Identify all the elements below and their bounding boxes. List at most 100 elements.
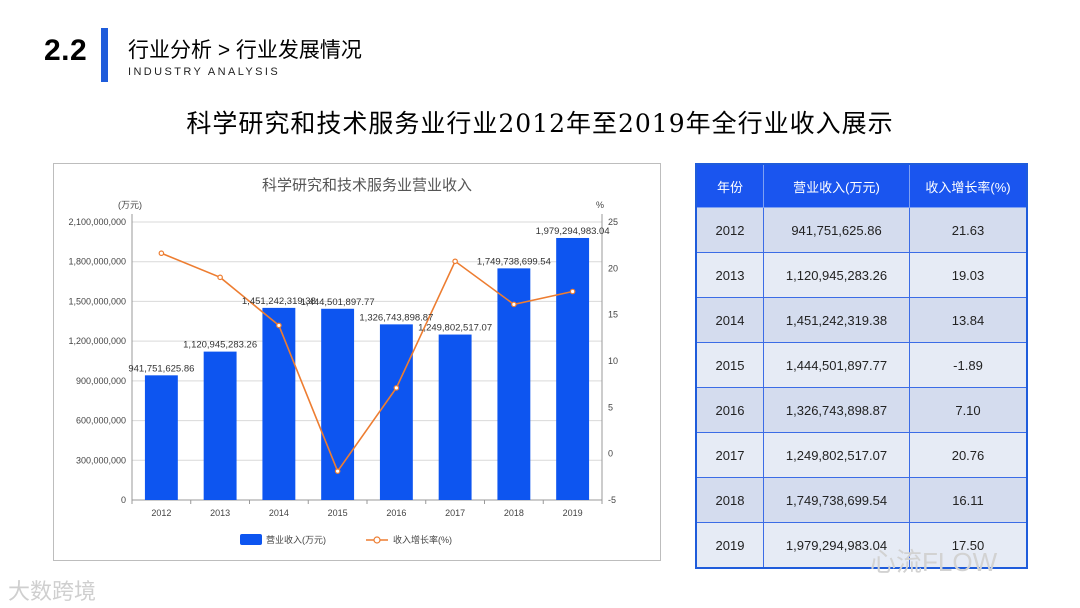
growth-point xyxy=(452,258,458,265)
table-row: 2015 1,444,501,897.77 -1.89 xyxy=(695,342,1028,388)
legend-label-growth: 收入增长率(%) xyxy=(393,534,452,545)
growth-point xyxy=(334,468,341,474)
table-row: 2018 1,749,738,699.54 16.11 xyxy=(695,477,1028,523)
table-row: 2019 1,979,294,983.04 17.50 xyxy=(695,522,1028,569)
watermark-left: 大数跨境 xyxy=(8,579,97,604)
table-row: 2012 941,751,625.86 21.63 xyxy=(695,207,1028,253)
growth-point xyxy=(393,385,400,391)
y-left-unit-label: (万元) xyxy=(118,200,142,210)
y-right-tick-label: 10 xyxy=(608,356,618,366)
table-row: 2016 1,326,743,898.87 7.10 xyxy=(695,387,1028,433)
cell-year: 2018 xyxy=(695,477,764,523)
y-right-unit-label: % xyxy=(596,200,604,210)
bar-data-label: 1,749,738,699.54 xyxy=(477,256,551,267)
cell-growth: 21.63 xyxy=(909,207,1028,253)
cell-growth: 19.03 xyxy=(909,252,1028,298)
bar-data-label: 1,120,945,283.26 xyxy=(183,340,257,351)
section-number: 2.2 xyxy=(44,34,88,67)
table-row: 2014 1,451,242,319.38 13.84 xyxy=(695,297,1028,343)
cell-revenue: 1,326,743,898.87 xyxy=(763,387,910,433)
legend-swatch-revenue xyxy=(240,534,262,545)
y-right-tick-label: 25 xyxy=(608,217,618,227)
cell-growth: 7.10 xyxy=(909,387,1028,433)
cell-revenue: 1,451,242,319.38 xyxy=(763,297,910,343)
bar xyxy=(262,307,296,500)
x-tick-label: 2019 xyxy=(563,508,583,518)
page-title: 科学研究和技术服务业行业2012年至2019年全行业收入展示 xyxy=(186,109,894,138)
cell-year: 2017 xyxy=(695,432,764,478)
growth-point xyxy=(276,322,282,329)
x-tick-label: 2016 xyxy=(386,508,406,518)
cell-growth: 16.11 xyxy=(909,477,1028,523)
y-left-tick-label: 600,000,000 xyxy=(76,416,126,426)
table-header-row: 年份 营业收入(万元) 收入增长率(%) xyxy=(695,163,1028,208)
growth-point xyxy=(511,301,517,308)
bar xyxy=(321,308,355,500)
legend-swatch-growth-marker xyxy=(373,536,381,544)
table-row: 2017 1,249,802,517.07 20.76 xyxy=(695,432,1028,478)
cell-year: 2015 xyxy=(695,342,764,388)
x-tick-label: 2014 xyxy=(269,508,289,518)
y-left-tick-label: 900,000,000 xyxy=(76,376,126,386)
bar xyxy=(203,351,237,500)
bar-data-label: 1,249,802,517.07 xyxy=(418,323,492,334)
table-row: 2013 1,120,945,283.26 19.03 xyxy=(695,252,1028,298)
cell-year: 2013 xyxy=(695,252,764,298)
cell-revenue: 1,120,945,283.26 xyxy=(763,252,910,298)
section-title: 行业分析 > 行业发展情况 xyxy=(128,39,362,62)
table-header-year: 年份 xyxy=(695,163,764,208)
y-left-tick-label: 1,200,000,000 xyxy=(68,336,126,346)
cell-growth: 20.76 xyxy=(909,432,1028,478)
x-tick-label: 2017 xyxy=(445,508,465,518)
cell-year: 2014 xyxy=(695,297,764,343)
x-tick-label: 2012 xyxy=(151,508,171,518)
table-header-growth: 收入增长率(%) xyxy=(909,163,1028,208)
bar xyxy=(144,375,178,500)
y-right-tick-label: 20 xyxy=(608,263,618,273)
cell-growth: 13.84 xyxy=(909,297,1028,343)
section-subtitle: INDUSTRY ANALYSIS xyxy=(128,66,281,78)
y-left-tick-label: 2,100,000,000 xyxy=(68,217,126,227)
cell-year: 2019 xyxy=(695,522,764,569)
section-divider-bar xyxy=(101,28,108,82)
cell-revenue: 1,749,738,699.54 xyxy=(763,477,910,523)
cell-growth: 17.50 xyxy=(909,522,1028,569)
cell-revenue: 1,249,802,517.07 xyxy=(763,432,910,478)
chart-title: 科学研究和技术服务业营业收入 xyxy=(262,177,472,194)
x-tick-label: 2013 xyxy=(210,508,230,518)
cell-revenue: 941,751,625.86 xyxy=(763,207,910,253)
y-right-tick-label: 0 xyxy=(608,449,613,459)
bar xyxy=(438,334,472,500)
bar-data-label: 1,451,242,319.38 xyxy=(242,296,316,307)
growth-point xyxy=(569,288,576,295)
chart-panel: 科学研究和技术服务业营业收入 (万元)% 0 300,000,000 600,000,0… xyxy=(53,163,661,561)
y-right-tick-label: -5 xyxy=(608,495,616,505)
growth-line xyxy=(161,252,573,473)
y-left-tick-label: 300,000,000 xyxy=(76,455,126,465)
watermark-right: 心流FLOW xyxy=(870,547,998,577)
y-left-tick-label: 0 xyxy=(121,495,126,505)
cell-growth: -1.89 xyxy=(909,342,1028,388)
y-right-tick-label: 5 xyxy=(608,402,613,412)
y-left-tick-label: 1,800,000,000 xyxy=(68,257,126,267)
growth-point xyxy=(217,274,223,281)
legend-label-revenue: 营业收入(万元) xyxy=(266,534,326,545)
growth-point xyxy=(158,250,165,257)
x-tick-label: 2015 xyxy=(328,508,348,518)
bar-data-label: 1,444,501,897.77 xyxy=(301,297,375,308)
x-tick-label: 2018 xyxy=(504,508,524,518)
y-left-tick-label: 1,500,000,000 xyxy=(68,296,126,306)
cell-revenue: 1,979,294,983.04 xyxy=(763,522,910,569)
cell-year: 2016 xyxy=(695,387,764,433)
revenue-table: 年份 营业收入(万元) 收入增长率(%) 2012 941,751,625.86… xyxy=(695,163,1028,569)
bar xyxy=(379,324,413,500)
bar-data-label: 1,326,743,898.87 xyxy=(359,312,433,323)
cell-year: 2012 xyxy=(695,207,764,253)
y-right-tick-label: 15 xyxy=(608,310,618,320)
table-header-revenue: 营业收入(万元) xyxy=(763,163,910,208)
bar-data-label: 941,751,625.86 xyxy=(128,363,194,374)
revenue-growth-chart: 科学研究和技术服务业营业收入 (万元) % 0 300,000,000 600,000,0… xyxy=(68,177,618,545)
bar-data-label: 1,979,294,983.04 xyxy=(536,226,610,237)
cell-revenue: 1,444,501,897.77 xyxy=(763,342,910,388)
bar xyxy=(556,237,590,500)
